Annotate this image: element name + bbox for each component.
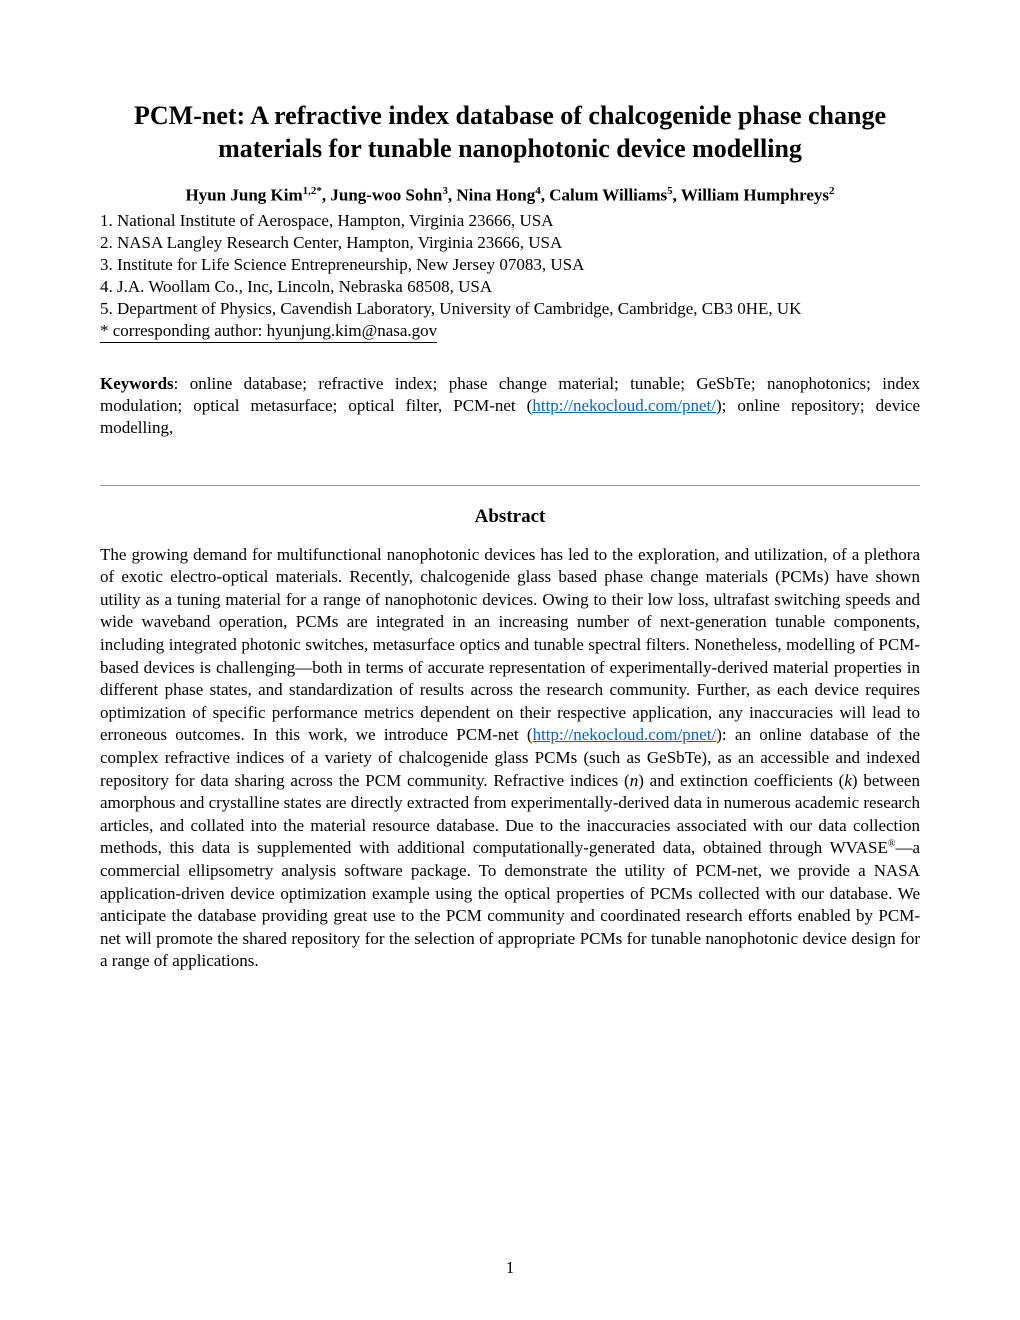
refractive-index-n: n [630,771,639,790]
keywords-link[interactable]: http://nekocloud.com/pnet/ [532,396,716,415]
abstract-text-1: The growing demand for multifunctional n… [100,545,920,745]
extinction-coef-k: k [844,771,852,790]
corresponding-author: * corresponding author: hyunjung.kim@nas… [100,320,437,343]
abstract-body: The growing demand for multifunctional n… [100,544,920,974]
affiliation-3: 3. Institute for Life Science Entreprene… [100,254,920,276]
author-list: Hyun Jung Kim1,2*, Jung-woo Sohn3, Nina … [100,185,920,206]
affiliation-5: 5. Department of Physics, Cavendish Labo… [100,298,920,320]
abstract-text-3: ) and extinction coefficients ( [638,771,844,790]
keywords-block: Keywords: online database; refractive in… [100,373,920,439]
paper-title: PCM-net: A refractive index database of … [100,100,920,165]
abstract-text-5: —a commercial ellipsometry analysis soft… [100,838,920,970]
page-number: 1 [0,1258,1020,1278]
abstract-link[interactable]: http://nekocloud.com/pnet/ [533,725,717,744]
keywords-label: Keywords [100,374,174,393]
paper-page: PCM-net: A refractive index database of … [0,0,1020,1013]
affiliation-1: 1. National Institute of Aerospace, Hamp… [100,210,920,232]
abstract-heading: Abstract [100,506,920,528]
separator-rule [100,485,920,486]
affiliation-4: 4. J.A. Woollam Co., Inc, Lincoln, Nebra… [100,276,920,298]
affiliation-2: 2. NASA Langley Research Center, Hampton… [100,232,920,254]
affiliations: 1. National Institute of Aerospace, Hamp… [100,210,920,344]
